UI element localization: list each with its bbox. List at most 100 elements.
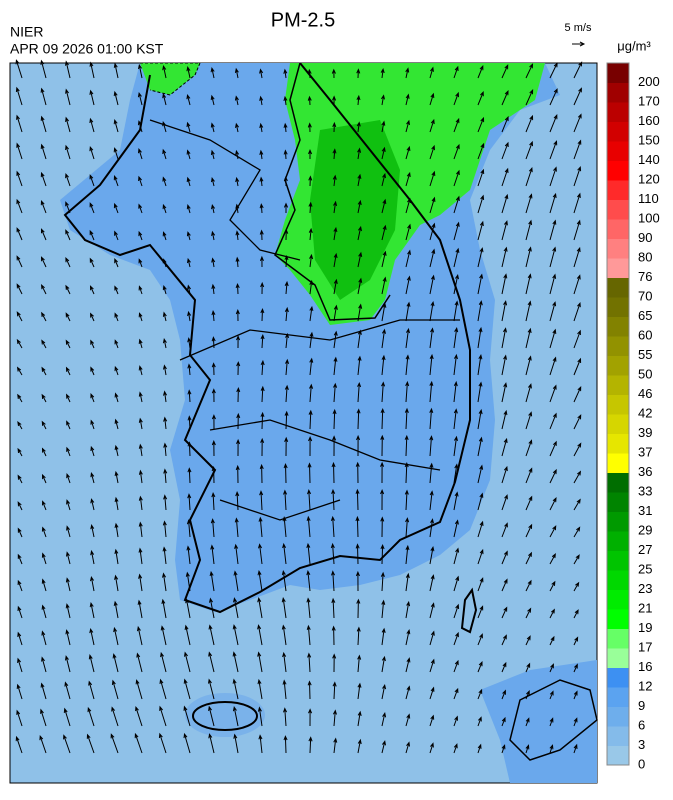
wind-arrow (209, 570, 215, 592)
colorbar-label: 31 (638, 503, 652, 518)
wind-arrow (114, 365, 119, 376)
wind-arrow (306, 597, 311, 619)
wind-arrow (90, 339, 95, 349)
wind-arrow (477, 661, 483, 673)
colorbar-label: 19 (638, 620, 652, 635)
wind-arrow (573, 470, 582, 484)
wind-arrow (549, 166, 557, 187)
colorbar-label: 16 (638, 659, 652, 674)
wind-arrow (525, 411, 533, 430)
wind-arrow (187, 441, 192, 457)
wind-arrow (453, 247, 460, 268)
wind-arrow (113, 147, 119, 160)
wind-arrow (405, 327, 410, 349)
wind-arrow (162, 338, 167, 349)
colorbar-label: 39 (638, 425, 652, 440)
wind-arrow (258, 734, 263, 754)
wind-arrow (453, 687, 459, 700)
wind-arrow (114, 496, 119, 511)
wind-arrow (453, 547, 460, 565)
colorbar-swatch (607, 433, 629, 454)
wind-arrow (573, 87, 582, 106)
wind-arrow (453, 743, 458, 754)
wind-arrow (429, 118, 435, 133)
wind-arrow (453, 327, 459, 349)
wind-arrow (477, 300, 483, 322)
wind-arrow (405, 354, 410, 376)
wind-arrow (211, 362, 216, 376)
wind-arrow (137, 120, 143, 133)
wind-arrow (40, 171, 47, 187)
wind-arrow (477, 354, 483, 376)
wind-arrow (162, 64, 167, 79)
wind-arrow (260, 411, 265, 430)
wind-arrow (187, 337, 192, 349)
wind-arrow (114, 522, 119, 538)
wind-arrow (186, 149, 191, 160)
wind-arrow (549, 744, 554, 754)
wind-arrow (39, 734, 47, 754)
wind-arrow (65, 284, 71, 295)
wind-arrow (211, 466, 216, 484)
wind-arrow (114, 339, 119, 349)
wind-arrow (405, 713, 411, 727)
wind-arrow (138, 573, 143, 592)
wind-arrow (477, 247, 484, 268)
wind-arrow (332, 174, 337, 187)
wind-arrow (501, 494, 508, 511)
wind-arrow (138, 63, 143, 79)
wind-arrow (477, 273, 484, 295)
wind-arrow (113, 90, 119, 106)
wind-arrow (159, 705, 167, 727)
wind-arrow (501, 354, 507, 376)
wind-arrow (138, 417, 143, 430)
wind-arrow (501, 437, 508, 457)
wind-arrow (357, 251, 363, 268)
wind-arrow (232, 624, 239, 646)
wind-arrow (356, 121, 361, 133)
colorbar-label: 80 (638, 249, 652, 264)
wind-arrow (235, 282, 240, 295)
wind-arrow (89, 285, 95, 295)
wind-arrow (308, 736, 313, 754)
wind-arrow (381, 683, 387, 700)
wind-arrow (211, 336, 216, 349)
wind-arrow (501, 167, 509, 187)
wind-arrow (573, 717, 578, 727)
wind-arrow (234, 543, 239, 565)
wind-arrow (356, 408, 361, 430)
wind-arrow (525, 662, 531, 673)
colorbar-swatch (607, 609, 629, 629)
wind-arrow (41, 420, 47, 430)
wind-arrow (163, 390, 168, 403)
wind-arrow (309, 253, 314, 268)
wind-arrow (573, 636, 579, 646)
wind-arrow (573, 301, 581, 322)
wind-arrow (429, 92, 435, 106)
wind-arrow (501, 661, 507, 673)
wind-arrow (405, 544, 410, 565)
wind-arrow (308, 436, 313, 457)
wind-arrow (16, 338, 23, 349)
wind-arrow (211, 492, 216, 511)
wind-arrow (477, 464, 484, 484)
wind-arrow (284, 228, 289, 241)
colorbar-swatch (607, 82, 629, 103)
wind-arrow (42, 500, 47, 511)
wind-arrow (211, 310, 216, 322)
wind-arrow (211, 230, 216, 241)
wind-arrow (90, 445, 95, 457)
colorbar-label: 25 (638, 561, 652, 576)
wind-arrow (283, 176, 288, 187)
wind-arrow (405, 223, 411, 241)
wind-arrow (405, 197, 411, 214)
wind-arrow (573, 498, 581, 511)
wind-arrow (573, 554, 580, 565)
wind-arrow (89, 145, 95, 160)
wind-arrow (41, 656, 47, 673)
wind-arrow (381, 627, 386, 646)
colorbar-label: 160 (638, 113, 660, 128)
wind-arrow (333, 304, 338, 322)
wind-arrow (429, 300, 435, 322)
colorbar-swatch (607, 355, 629, 376)
